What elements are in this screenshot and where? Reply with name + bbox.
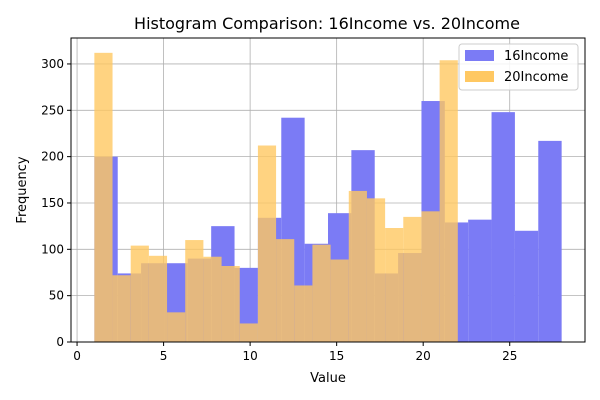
bar-20income	[112, 275, 131, 342]
x-tick-label: 0	[73, 349, 81, 363]
bar-20income	[439, 60, 458, 343]
legend-label-16income: 16Income	[504, 49, 568, 64]
legend-swatch-20income	[465, 71, 494, 82]
bar-16income	[468, 219, 492, 342]
x-axis-label: Value	[310, 371, 346, 386]
bar-20income	[148, 255, 168, 342]
bar-20income	[94, 52, 113, 342]
bar-20income	[330, 259, 349, 342]
x-tick-label: 15	[329, 349, 344, 363]
bars	[94, 52, 562, 343]
chart-title: Histogram Comparison: 16Income vs. 20Inc…	[134, 14, 520, 33]
bar-20income	[276, 239, 295, 342]
y-tick-label: 100	[41, 242, 64, 256]
y-tick-label: 0	[56, 335, 64, 349]
y-tick-label: 200	[41, 150, 64, 164]
x-tick-label: 10	[242, 349, 257, 363]
legend: 16Income 20Income	[458, 43, 579, 91]
y-tick-label: 300	[41, 57, 64, 71]
bar-16income	[514, 230, 539, 342]
x-tick-label: 5	[160, 349, 168, 363]
bar-20income	[203, 256, 222, 342]
y-tick-label: 50	[49, 289, 64, 303]
bar-20income	[312, 244, 331, 342]
x-tick-label: 20	[416, 349, 431, 363]
bar-16income	[491, 112, 515, 343]
bar-20income	[294, 285, 313, 342]
bar-16income	[538, 140, 562, 342]
bar-20income	[403, 216, 422, 342]
plot-frame	[70, 37, 586, 343]
y-tick-label: 150	[41, 196, 64, 210]
bar-20income	[348, 190, 367, 342]
bar-20income	[130, 245, 149, 342]
bar-20income	[366, 198, 386, 342]
bar-20income	[185, 240, 204, 342]
bar-20income	[385, 228, 404, 342]
bar-20income	[167, 312, 186, 342]
y-axis-label: Frequency	[15, 156, 30, 223]
y-tick-label: 250	[41, 103, 64, 117]
bar-20income	[421, 211, 440, 342]
bar-20income	[257, 145, 277, 342]
bar-20income	[239, 323, 258, 342]
x-tick-label: 25	[502, 349, 517, 363]
legend-label-20income: 20Income	[504, 70, 568, 85]
legend-swatch-16income	[465, 50, 494, 61]
bar-20income	[221, 266, 240, 342]
